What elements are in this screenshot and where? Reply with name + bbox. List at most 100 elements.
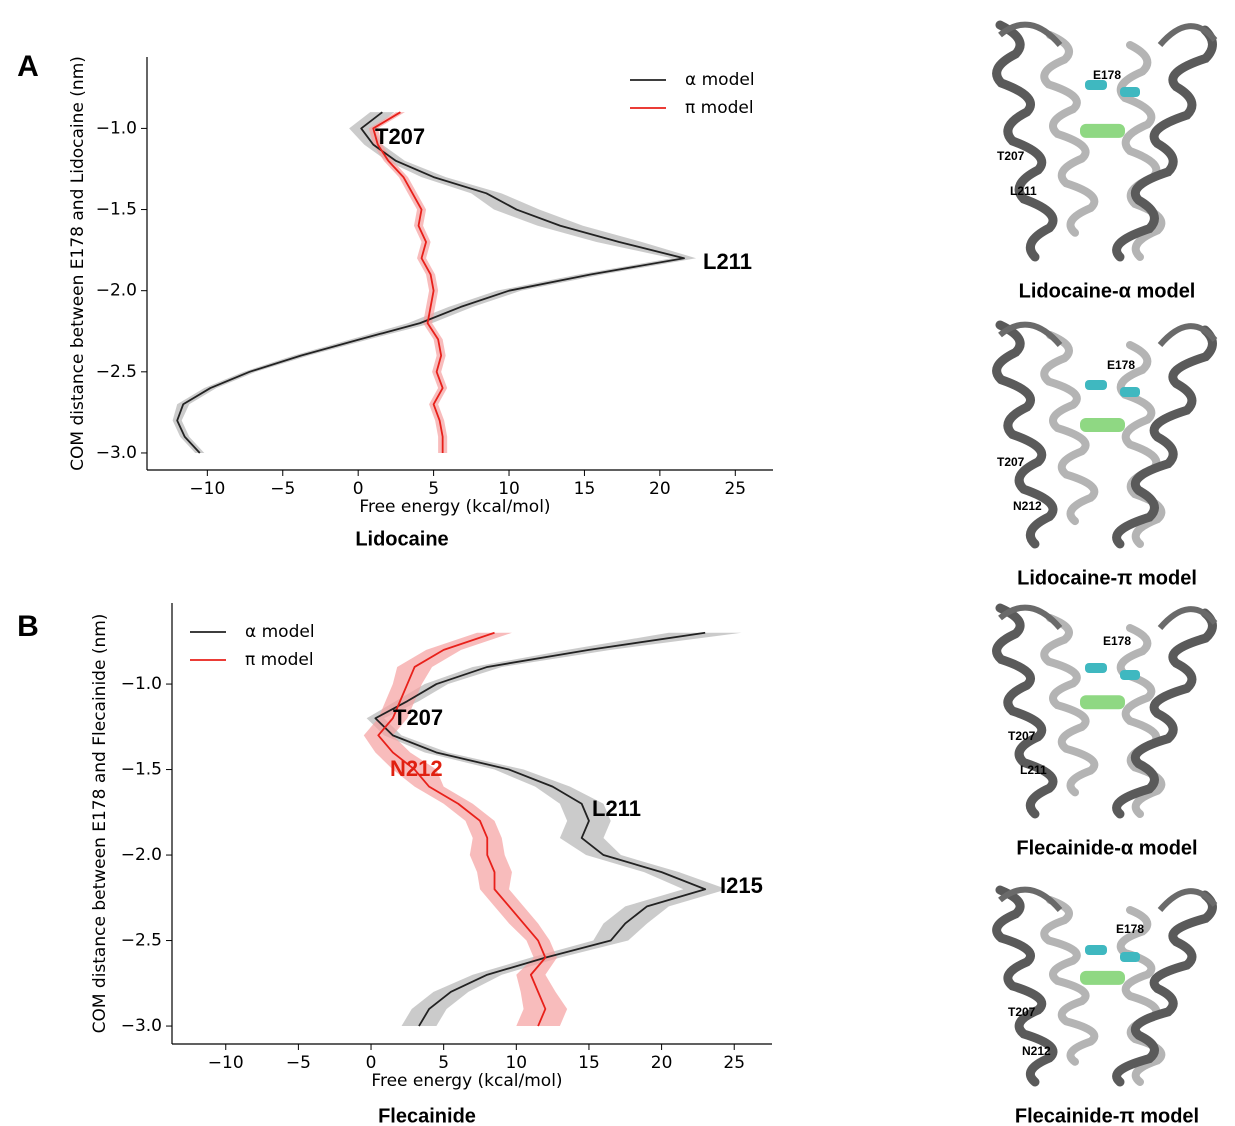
annotation: T207 bbox=[375, 124, 425, 149]
helix bbox=[1112, 890, 1217, 1087]
y-tick-label: −2.5 bbox=[96, 362, 137, 382]
y-tick-label: −1.5 bbox=[96, 200, 137, 220]
x-tick-label: 25 bbox=[724, 479, 746, 499]
series-line bbox=[374, 631, 707, 1027]
series-line bbox=[377, 631, 547, 1027]
image-caption: Lidocaine-π model bbox=[1017, 567, 1197, 589]
chart-caption: Flecainide bbox=[378, 1105, 476, 1126]
helix bbox=[1116, 41, 1166, 261]
y-axis-title: COM distance between E178 and Lidocaine … bbox=[68, 56, 88, 471]
series-line bbox=[372, 111, 444, 453]
y-tick-label: −1.0 bbox=[121, 674, 162, 694]
error-band bbox=[363, 632, 568, 1027]
y-tick-label: −1.5 bbox=[121, 760, 162, 780]
y-tick-label: −2.0 bbox=[96, 281, 137, 301]
helix bbox=[1116, 624, 1166, 818]
residue-label: T207 bbox=[997, 149, 1025, 163]
x-tick-label: 10 bbox=[505, 1053, 527, 1073]
loop bbox=[998, 886, 1218, 912]
structure-image bbox=[992, 20, 1218, 262]
panel-label: A bbox=[17, 50, 39, 83]
residue bbox=[1120, 952, 1140, 962]
helix bbox=[1112, 25, 1217, 262]
residue bbox=[1120, 387, 1140, 397]
x-tick-label: 20 bbox=[651, 1053, 673, 1073]
legend-label: π model bbox=[245, 650, 314, 670]
helix bbox=[1040, 896, 1099, 1066]
x-tick-label: −5 bbox=[286, 1053, 311, 1073]
helix bbox=[1116, 341, 1166, 548]
loop bbox=[998, 21, 1218, 47]
y-tick-label: −2.5 bbox=[121, 931, 162, 951]
chart-caption: Lidocaine bbox=[355, 528, 448, 550]
residue bbox=[1085, 945, 1107, 955]
helix bbox=[992, 20, 1058, 262]
residue bbox=[1085, 663, 1107, 673]
helix bbox=[1040, 614, 1099, 797]
residue-label: T207 bbox=[1008, 1005, 1036, 1019]
ligand bbox=[1080, 123, 1125, 138]
y-tick-label: −1.0 bbox=[96, 118, 137, 138]
residue-label: T207 bbox=[997, 455, 1025, 469]
residue bbox=[1120, 670, 1140, 680]
x-axis-title: Free energy (kcal/mol) bbox=[359, 497, 550, 517]
loop bbox=[998, 321, 1218, 347]
y-tick-label: −3.0 bbox=[121, 1016, 162, 1036]
x-tick-label: 10 bbox=[498, 479, 520, 499]
residue-label: E178 bbox=[1103, 634, 1131, 648]
residue bbox=[1085, 380, 1107, 390]
residue-label: L211 bbox=[1020, 763, 1047, 777]
x-tick-label: −10 bbox=[189, 479, 225, 499]
residue-label: L211 bbox=[1010, 184, 1037, 198]
image-caption: Flecainide-α model bbox=[1016, 837, 1197, 859]
legend-label: α model bbox=[685, 70, 755, 90]
helix bbox=[1040, 31, 1099, 237]
helix bbox=[992, 603, 1058, 819]
series-line bbox=[176, 111, 685, 454]
x-tick-label: 5 bbox=[428, 479, 439, 499]
legend-label: π model bbox=[685, 98, 754, 118]
x-tick-label: 15 bbox=[578, 1053, 600, 1073]
helix bbox=[992, 320, 1058, 549]
x-tick-label: 20 bbox=[649, 479, 671, 499]
residue-label: E178 bbox=[1116, 922, 1144, 936]
residue-label: N212 bbox=[1022, 1044, 1051, 1058]
residue-label: E178 bbox=[1107, 358, 1135, 372]
helix bbox=[1112, 325, 1217, 549]
helix bbox=[1116, 906, 1166, 1086]
panel-label: B bbox=[17, 610, 39, 643]
ligand bbox=[1080, 418, 1125, 433]
x-tick-label: 0 bbox=[366, 1053, 377, 1073]
structure-image bbox=[992, 320, 1218, 549]
image-caption: Flecainide-π model bbox=[1015, 1105, 1199, 1126]
x-tick-label: 25 bbox=[723, 1053, 745, 1073]
y-axis-title: COM distance between E178 and Flecainide… bbox=[90, 614, 110, 1034]
ligand bbox=[1080, 695, 1125, 710]
y-tick-label: −3.0 bbox=[96, 443, 137, 463]
annotation: L211 bbox=[592, 796, 641, 821]
loop bbox=[998, 604, 1218, 630]
residue-label: T207 bbox=[1008, 729, 1036, 743]
annotation: T207 bbox=[393, 705, 443, 730]
y-tick-label: −2.0 bbox=[121, 845, 162, 865]
x-axis-title: Free energy (kcal/mol) bbox=[371, 1071, 562, 1091]
x-tick-label: 5 bbox=[438, 1053, 449, 1073]
helix bbox=[992, 885, 1058, 1087]
x-tick-label: −10 bbox=[208, 1053, 244, 1073]
annotation: N212 bbox=[390, 756, 443, 781]
image-caption: Lidocaine-α model bbox=[1019, 280, 1196, 302]
error-band bbox=[172, 112, 697, 453]
x-tick-label: 0 bbox=[353, 479, 364, 499]
residue-label: N212 bbox=[1013, 499, 1042, 513]
residue-label: E178 bbox=[1093, 68, 1121, 82]
helix bbox=[1112, 608, 1217, 819]
annotation: I215 bbox=[720, 873, 763, 898]
legend-label: α model bbox=[245, 622, 315, 642]
annotation: L211 bbox=[703, 249, 752, 274]
x-tick-label: −5 bbox=[270, 479, 295, 499]
residue bbox=[1085, 80, 1107, 90]
ligand bbox=[1080, 970, 1125, 985]
residue bbox=[1120, 87, 1140, 97]
